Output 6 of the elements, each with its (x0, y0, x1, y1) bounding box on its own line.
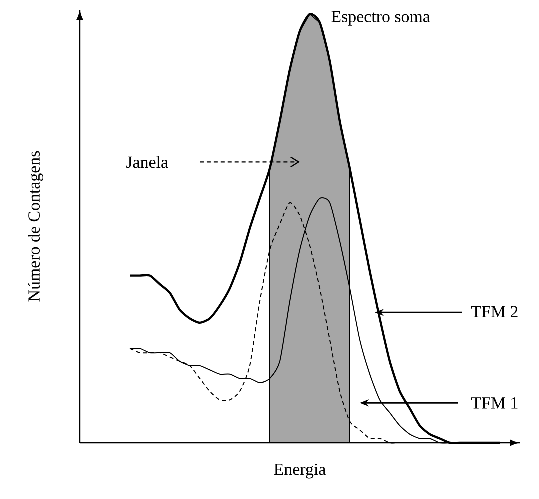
annotation: Janela (126, 156, 168, 168)
x-axis-title: Energia (274, 464, 326, 479)
y-axis-title: Número de Contagens (28, 151, 44, 302)
series-label: Espectro soma (332, 11, 430, 26)
text: TFM 1 (472, 398, 518, 409)
legend-label: TFM 2 (472, 306, 518, 318)
